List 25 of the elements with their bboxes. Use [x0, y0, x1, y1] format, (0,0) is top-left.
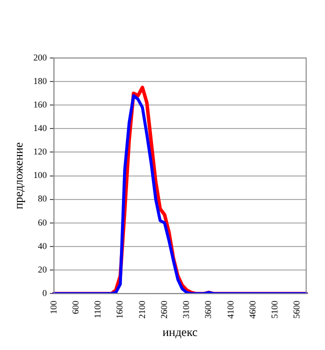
y-tick-label: 120: [33, 146, 48, 157]
x-tick-label: 4100: [225, 300, 236, 319]
x-tick-label: 1600: [114, 300, 125, 319]
x-tick-label: 600: [70, 300, 80, 314]
x-tick-label: 3100: [181, 300, 192, 319]
x-tick-label: 3600: [203, 300, 214, 319]
x-tick-label: 5100: [270, 300, 280, 319]
y-tick-label: 180: [33, 76, 48, 86]
y-tick-label: 100: [33, 170, 48, 180]
x-tick-label: 4600: [247, 300, 258, 319]
x-tick-label: 1100: [92, 300, 103, 318]
y-tick-label: 0: [42, 288, 48, 298]
y-tick-label: 140: [33, 123, 48, 134]
x-tick-label: 5600: [292, 300, 302, 319]
y-tick-label: 160: [33, 99, 48, 110]
x-tick-label: 2100: [136, 300, 147, 319]
y-tick-label: 60: [38, 217, 48, 228]
y-tick-label: 200: [33, 52, 48, 62]
y-tick-label: 40: [38, 240, 48, 251]
x-axis-title: индекс: [162, 324, 198, 339]
y-tick-label: 80: [38, 194, 48, 204]
x-tick-label: 100: [48, 300, 58, 314]
x-tick-label: 2600: [158, 300, 169, 319]
y-axis-title: предложение: [11, 142, 26, 210]
y-tick-label: 20: [38, 264, 48, 274]
